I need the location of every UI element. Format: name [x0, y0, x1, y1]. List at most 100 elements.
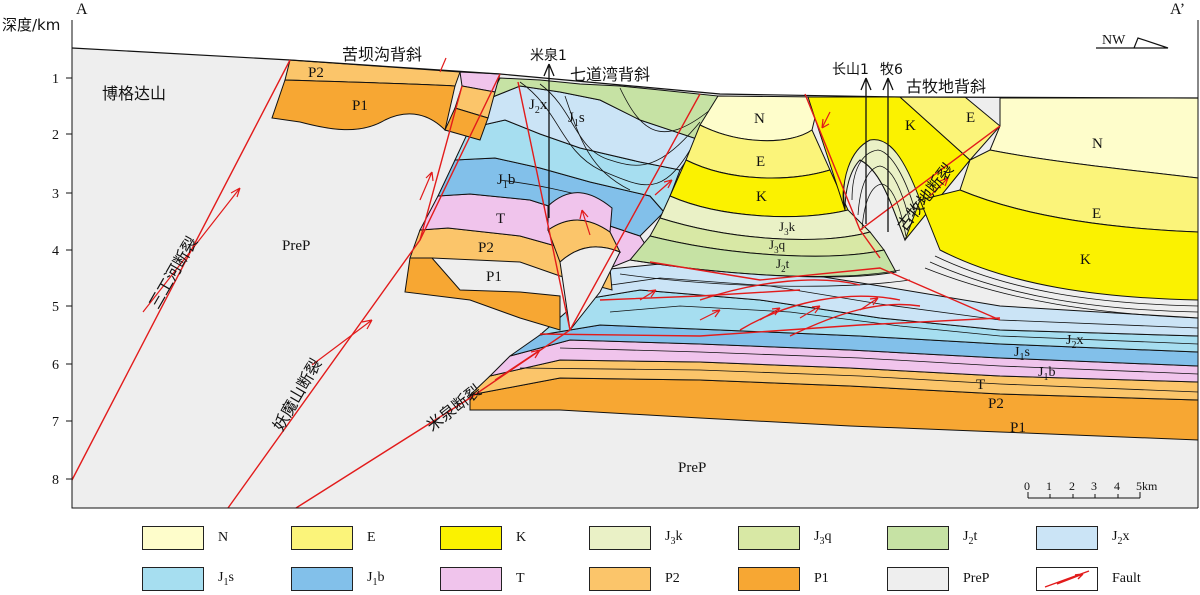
imbricate-3 — [739, 295, 901, 331]
unit-label-p2: P2 — [478, 240, 494, 256]
legend-swatch — [291, 567, 353, 591]
well-changshan — [860, 77, 872, 224]
label-qidaowan: 七道湾背斜 — [570, 65, 650, 84]
legend-item: J2x — [1036, 526, 1129, 550]
tick-label: 2 — [52, 128, 59, 143]
scale-tick: 3 — [1091, 479, 1097, 493]
legend-label: E — [367, 530, 376, 545]
legend-label: J2x — [1112, 529, 1130, 547]
legend-item: P2 — [589, 567, 680, 591]
scale-tick: 4 — [1114, 479, 1120, 493]
direction-indicator: NW — [1096, 33, 1169, 49]
tick-label: 8 — [52, 473, 59, 488]
unit-label-p1: P1 — [486, 269, 502, 285]
unit-label-j1b: J1b — [1038, 365, 1055, 383]
tick-label: 5 — [52, 300, 59, 315]
unit-label-j1s: J1s — [1014, 345, 1030, 363]
fault-miquan-branch — [517, 81, 571, 331]
qidaowan-fold-lines — [499, 81, 711, 201]
legend-swatch — [738, 567, 800, 591]
legend-item: J1b — [291, 567, 384, 591]
legend-swatch — [440, 526, 502, 550]
legend-swatch — [291, 526, 353, 550]
legend-item: K — [440, 526, 526, 550]
unit-p1-top — [271, 79, 456, 131]
legend-label: PreP — [963, 571, 990, 586]
unit-label-j2x: J2x — [1066, 333, 1083, 351]
legend-label: J3k — [665, 529, 683, 547]
legend-swatch — [142, 567, 204, 591]
legend-swatch — [1036, 567, 1098, 591]
fault-yaomoshan-branch — [419, 85, 463, 241]
legend-label: P2 — [665, 571, 680, 586]
unit-label-p1: P1 — [352, 98, 368, 114]
legend-item: T — [440, 567, 525, 591]
legend-item: J3k — [589, 526, 682, 550]
unit-label-t: T — [496, 211, 505, 227]
detachment — [539, 317, 1001, 337]
legend-swatch — [142, 526, 204, 550]
unit-label-n: N — [1092, 136, 1103, 152]
scale-tick: 0 — [1024, 479, 1030, 493]
legend-swatch — [887, 526, 949, 550]
y-axis-ticks — [66, 77, 72, 480]
scale-bar: 0 1 2 3 4 5km — [1024, 479, 1158, 499]
legend-item: PreP — [887, 567, 989, 591]
unit-label-e: E — [966, 110, 975, 126]
unit-label-p1: P1 — [1010, 420, 1026, 436]
legend-label: N — [218, 530, 229, 545]
legend-label: Fault — [1112, 571, 1141, 586]
cross-section: A A’ 深度/km 1 2 3 4 5 6 7 8 NW 0 1 2 3 4 … — [2, 1, 1199, 509]
legend-swatch — [589, 567, 651, 591]
tick-label: 1 — [52, 72, 59, 87]
unit-label-j2t: J2t — [776, 256, 790, 274]
legend-label: J1b — [367, 570, 385, 588]
legend-item: J3q — [738, 526, 831, 550]
well-miquan — [543, 63, 555, 218]
y-axis-label: 深度/km — [2, 16, 60, 34]
unit-label-n: N — [754, 111, 765, 127]
legend-swatch — [1036, 526, 1098, 550]
legend-swatch — [589, 526, 651, 550]
label-well-miquan: 米泉1 — [530, 47, 567, 64]
section-end-right: A’ — [1170, 1, 1185, 18]
legend-label: J1s — [218, 570, 234, 588]
unit-label-e: E — [756, 154, 765, 170]
fault-symbol-icon — [1044, 570, 1090, 588]
scale-tick: 5km — [1136, 479, 1158, 493]
legend-item: E — [291, 526, 376, 550]
tick-label: 6 — [52, 358, 59, 373]
unit-label-j3q: J3q — [769, 237, 786, 255]
label-bogeda: 博格达山 — [102, 84, 166, 103]
unit-label-p2: P2 — [988, 396, 1004, 412]
unit-label-prep: PreP — [282, 238, 310, 254]
scale-tick: 1 — [1046, 479, 1052, 493]
legend-label: T — [516, 571, 525, 586]
unit-label-t: T — [976, 377, 985, 393]
legend-item: P1 — [738, 567, 829, 591]
tick-label: 3 — [52, 187, 59, 202]
legend-label: P1 — [814, 571, 829, 586]
legend-item: N — [142, 526, 228, 550]
unit-p1-mid — [404, 257, 561, 331]
direction-arrow-icon — [1096, 37, 1169, 49]
tick-label: 7 — [52, 415, 59, 430]
legend-swatch — [738, 526, 800, 550]
unit-p1-sliver — [444, 107, 489, 141]
unit-label-prep: PreP — [678, 460, 706, 476]
unit-label-k: K — [756, 189, 767, 205]
imbricate-5 — [599, 289, 801, 301]
fault-arrows — [142, 57, 949, 381]
fault-sangonghe — [71, 59, 291, 481]
legend-label: J3q — [814, 529, 832, 547]
direction-label: NW — [1102, 33, 1126, 48]
legend-label: J2t — [963, 529, 978, 547]
legend: N E K J3k J3q J2t J2x J1s J1b T P2 P1 PreP Fault — [0, 520, 1200, 594]
legend-item: J1s — [142, 567, 234, 591]
subthrust-layer-lines — [519, 277, 1199, 393]
unit-label-j2x: J2x — [529, 97, 548, 116]
legend-item: Fault — [1036, 567, 1141, 591]
imbricate-2 — [699, 279, 861, 301]
imbricate-4 — [789, 303, 921, 337]
scale-tick: 2 — [1069, 479, 1075, 493]
